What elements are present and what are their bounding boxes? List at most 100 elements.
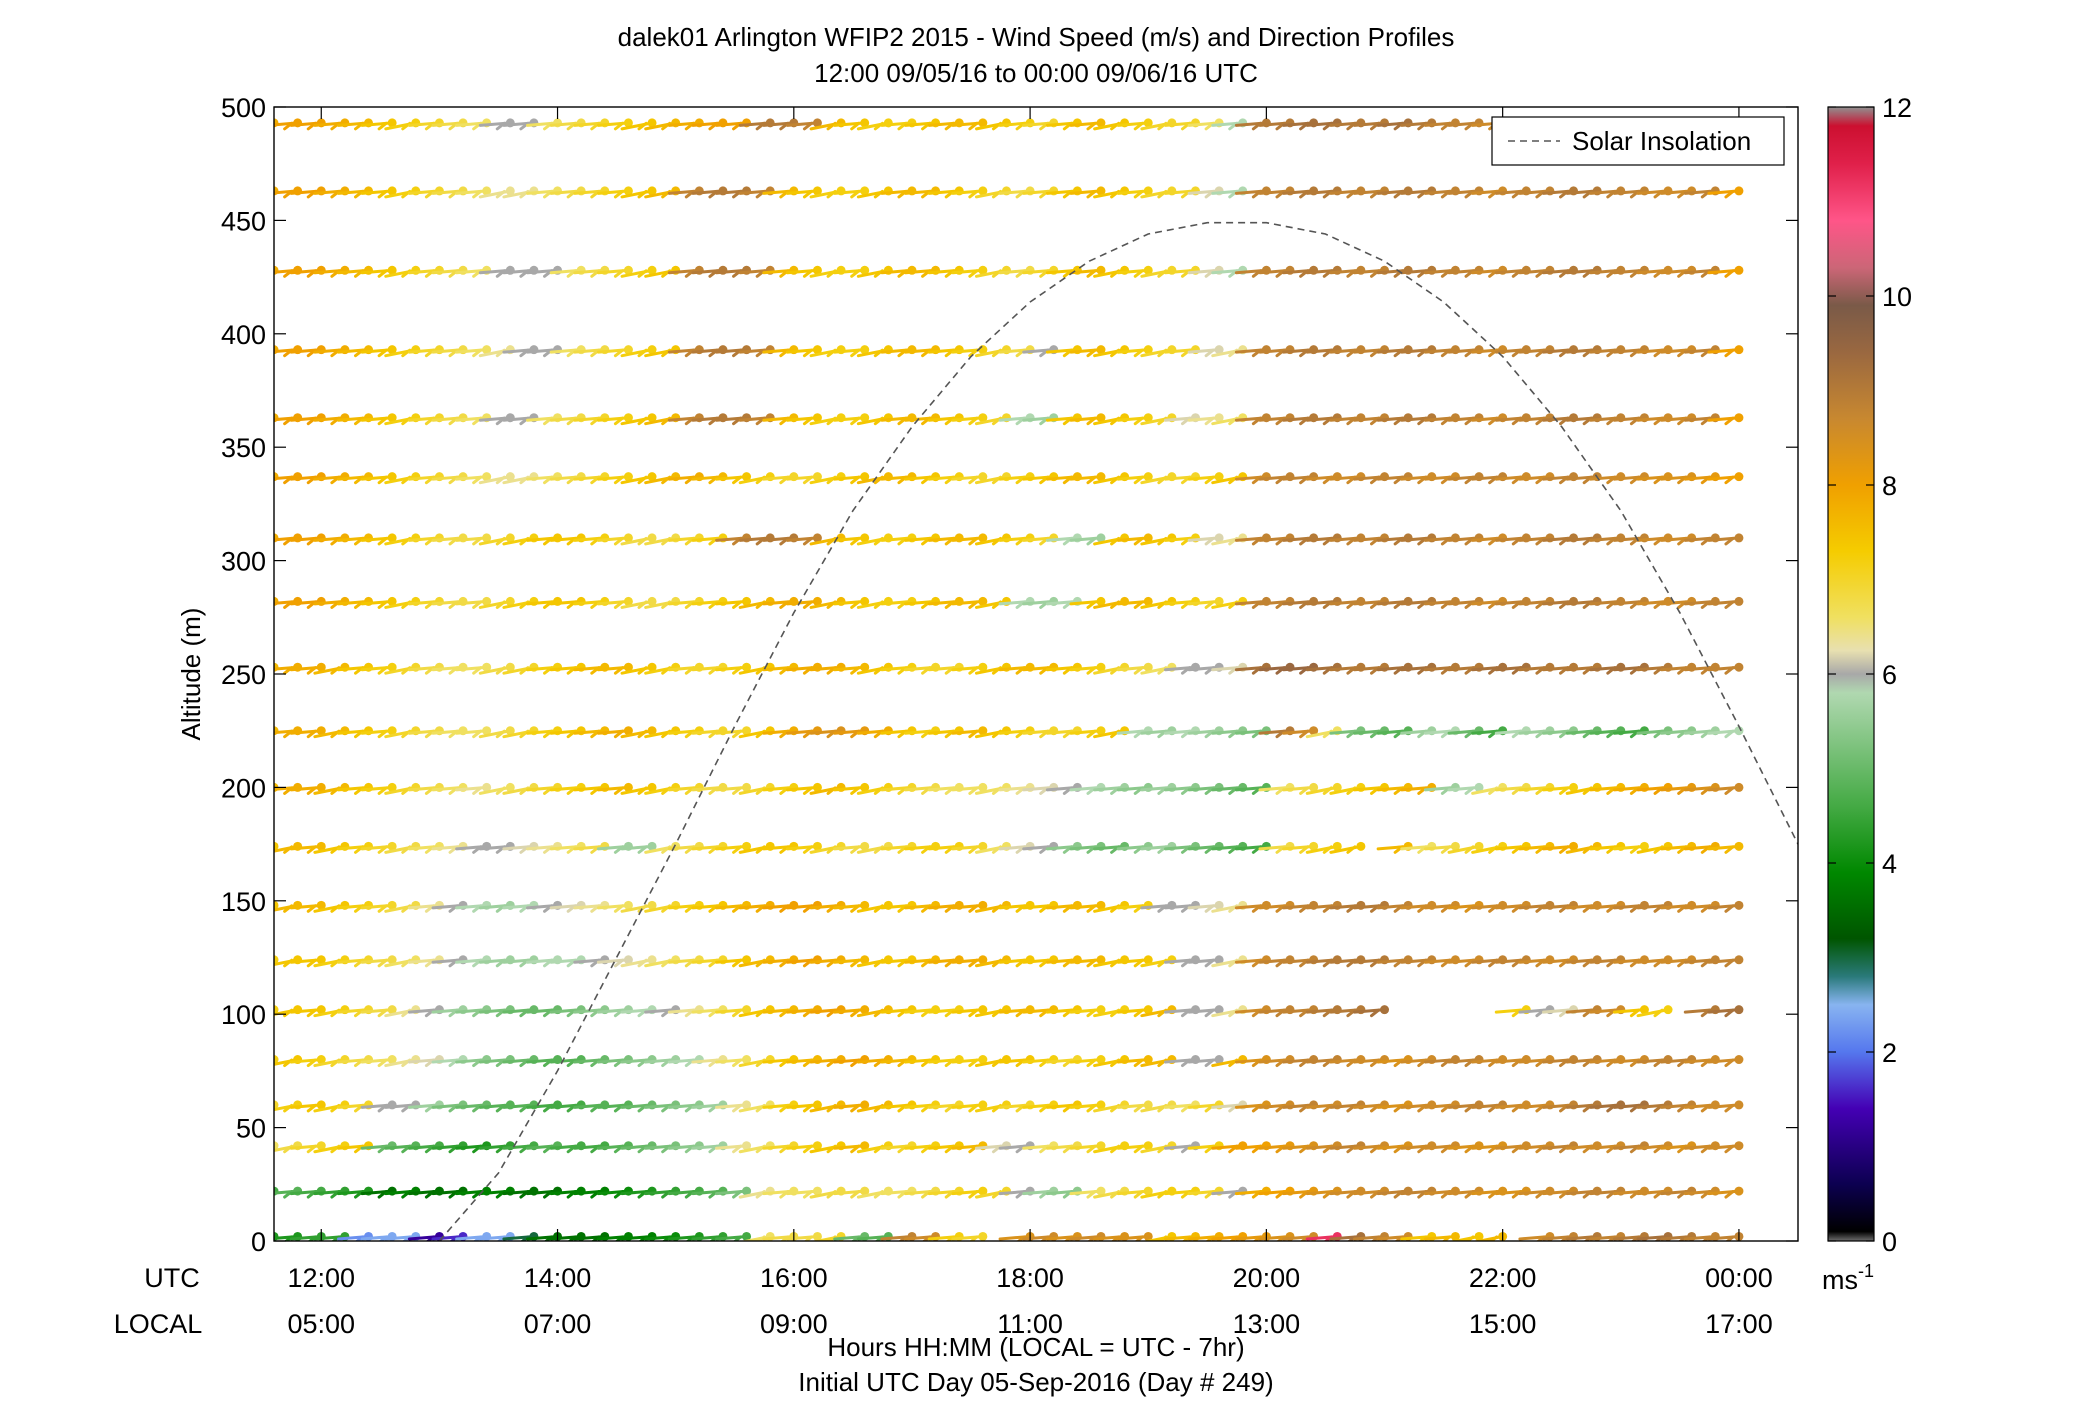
barb-shaft [274,1103,276,1107]
barb-dot [1096,1141,1106,1151]
wind-barb [261,955,279,966]
barb-dot [316,1005,326,1015]
barb-flag [261,1192,268,1198]
wind-barb [1069,955,1106,968]
wind-barb [1612,1005,1649,1018]
barb-flag [261,477,268,483]
barb-dot [1356,841,1366,851]
barb-dot [1734,1186,1744,1196]
barb-dot [860,1141,870,1151]
barb-dot [1734,1055,1744,1065]
barb-flag [306,1058,317,1068]
wind-barb [360,900,397,913]
barb-flag [802,1190,813,1199]
barb-dot [274,1055,279,1065]
barb-shaft [274,416,276,420]
barb-flag [306,1103,317,1113]
barb-flag [1724,1103,1735,1113]
barb-flag [1133,1190,1144,1199]
barb-shaft [274,348,276,352]
wind-barb [1069,1100,1106,1113]
chart-title: dalek01 Arlington WFIP2 2015 - Wind Spee… [618,22,1455,52]
barb-flag [1086,1190,1097,1199]
barb-dot [978,1055,988,1065]
barb-dot [1096,1186,1106,1196]
barb-flag [968,1190,979,1199]
barb-flag [1133,1103,1144,1113]
wind-barb [1423,1231,1460,1241]
wind-barb [360,1055,397,1068]
wind-barb [1187,1055,1224,1068]
barb-dot [1734,1005,1744,1015]
barb-flag [261,731,268,737]
barb-flag [306,904,317,913]
barb-flag [261,1060,268,1066]
barb-flag [1133,1008,1144,1018]
barb-flag [1086,1103,1097,1113]
barb-dot [1143,1100,1153,1110]
barb-flag [377,904,388,913]
barb-dot [274,955,279,965]
barb-flag [850,1144,861,1154]
chart-subtitle: 12:00 09/05/16 to 00:00 09/06/16 UTC [814,58,1258,88]
wind-barb [1116,955,1153,968]
wind-barb [289,1055,326,1068]
barb-dot [1214,1055,1224,1065]
barb-dot [1143,1055,1153,1065]
barb-flag [1204,958,1215,968]
barb-flag [1441,1235,1451,1241]
barb-dot [742,1186,752,1196]
barb-flag [613,958,624,968]
wind-barb [1069,1055,1106,1068]
barb-dot [860,955,870,965]
barb-flag [261,1105,268,1111]
barb-dot [742,1231,752,1241]
wind-barb [785,1100,822,1113]
wind-barb [833,1141,870,1154]
wind-barb [620,900,657,913]
barb-dot [1143,1186,1153,1196]
wind-barb [289,1005,326,1018]
barb-flag [637,904,648,913]
wind-barb [1187,1005,1224,1018]
wind-barb [274,1005,279,1015]
barb-flag [1725,1235,1735,1241]
barb-flag [261,960,268,966]
wind-barb [785,1186,822,1199]
barb-flag [968,1103,979,1113]
barb-dot [274,1005,279,1015]
barb-flag [261,191,268,197]
barb-dot [860,1100,870,1110]
wind-barb [833,1100,870,1113]
barb-dot [1734,841,1744,851]
barb-flag [1204,1058,1215,1068]
barb-flag [261,271,268,277]
barb-dot [812,1186,822,1196]
barb-dot [742,955,752,965]
barb-flag [261,847,268,853]
barb-flag [850,958,861,968]
barb-shaft [274,958,276,962]
barb-dot [1143,1005,1153,1015]
barb-flag [637,958,648,968]
barb-dot [742,1055,752,1065]
barb-flag [968,958,979,968]
barb-shaft [274,268,276,272]
wind-barb [1707,1100,1744,1113]
wind-barb [951,1186,988,1199]
wind-barb [1069,1005,1106,1018]
barb-dot [812,1231,822,1241]
wind-barb [1116,1005,1153,1018]
barb-dot [387,955,397,965]
barb-flag [1204,1008,1215,1018]
barb-flag [732,1144,743,1154]
barb-shaft [274,536,276,540]
wind-barb [833,1186,870,1199]
wind-barb [1707,1005,1744,1018]
barb-dot [316,1055,326,1065]
barb-dot [1143,1141,1153,1151]
barb-shaft [274,475,276,479]
barb-flag [1086,1144,1097,1154]
wind-barb [1448,1231,1484,1241]
barb-flag [1086,1058,1097,1068]
